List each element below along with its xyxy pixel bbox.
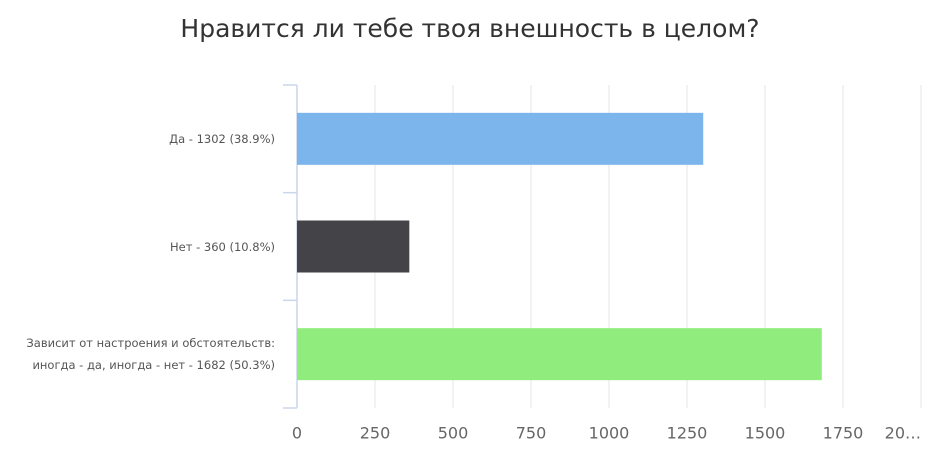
x-tick-label: 1500 [745, 424, 786, 443]
x-tick-label: 0 [292, 424, 302, 443]
x-tick-label: 500 [438, 424, 469, 443]
bar [297, 328, 822, 381]
chart-title: Нравится ли тебе твоя внешность в целом? [180, 14, 759, 43]
category-label: Нет - 360 (10.8%) [170, 239, 275, 254]
bar [297, 220, 410, 273]
x-tick-label: 20… [885, 424, 921, 443]
bar [297, 112, 704, 165]
x-tick-label: 1000 [589, 424, 630, 443]
x-tick-label: 250 [360, 424, 391, 443]
category-label: Да - 1302 (38.9%) [169, 131, 275, 146]
x-tick-label: 750 [516, 424, 547, 443]
x-tick-label: 1250 [667, 424, 708, 443]
x-tick-label: 1750 [823, 424, 864, 443]
category-label: Зависит от настроения и обстоятельств: и… [26, 336, 275, 373]
